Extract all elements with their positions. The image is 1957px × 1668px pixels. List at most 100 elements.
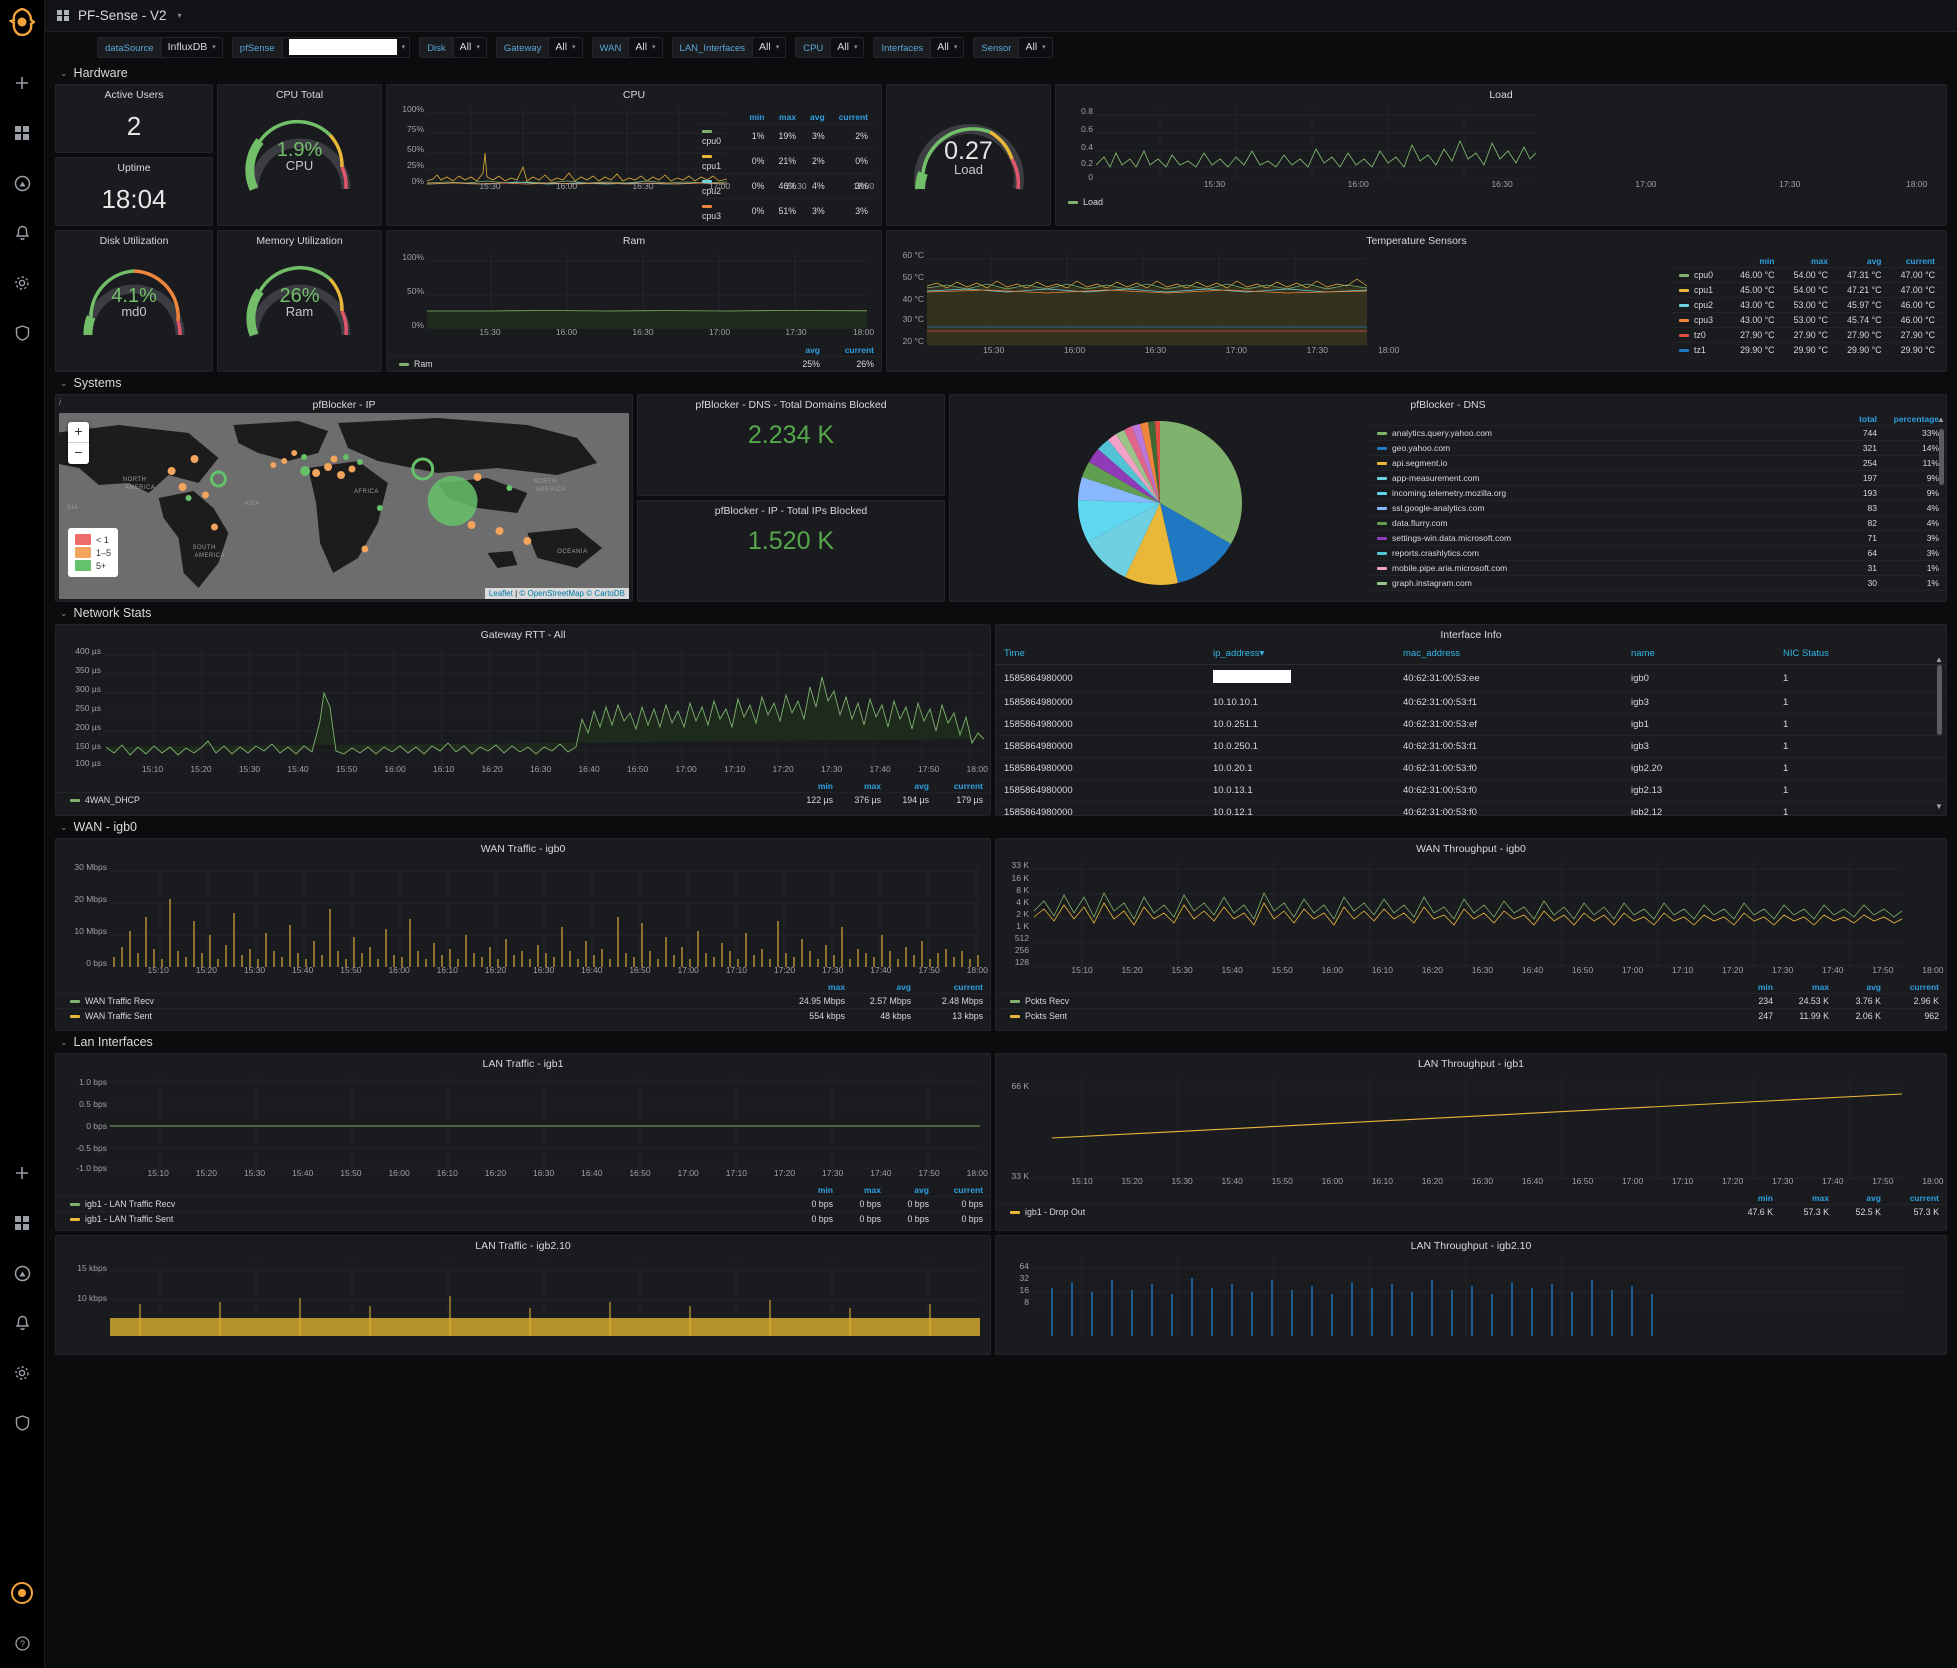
panel-memory-utilization[interactable]: Memory Utilization 26% Ram: [217, 230, 382, 372]
panel-load-gauge[interactable]: 0.27 Load: [886, 84, 1051, 226]
legend-row[interactable]: cpu3 0% 51% 3% 3%: [695, 198, 875, 224]
legend-header-percentage[interactable]: percentage: [1893, 414, 1939, 424]
legend-header[interactable]: min: [1757, 982, 1773, 992]
user-profile-icon[interactable]: [4, 1575, 40, 1611]
legend-row[interactable]: analytics.query.yahoo.com 744 33%: [1370, 425, 1946, 441]
row-header-lan-interfaces[interactable]: ⌄ Lan Interfaces: [55, 1031, 1947, 1053]
legend-row[interactable]: cpu0 46.00 °C 54.00 °C 47.31 °C 47.00 °C: [1672, 267, 1942, 283]
legend-header[interactable]: avg: [1866, 256, 1882, 266]
variable-value[interactable]: All ▾: [830, 36, 865, 58]
sidebar-item-alerting-bottom[interactable]: [4, 1305, 40, 1341]
variable-lan-interfaces[interactable]: LAN_Interfaces All ▾: [671, 36, 787, 58]
legend-header[interactable]: min: [817, 1185, 833, 1195]
table-row[interactable]: 1585864980000 10.10.10.1 40:62:31:00:53:f1…: [996, 691, 1946, 714]
panel-lan-traffic-igb1[interactable]: LAN Traffic - igb1 1.0 bps 0.5 bps 0 bps…: [55, 1053, 991, 1231]
legend-header[interactable]: min: [1757, 1193, 1773, 1203]
panel-pfblocker-ip-total[interactable]: pfBlocker - IP - Total IPs Blocked 1.520…: [637, 500, 945, 602]
panel-lan-traffic-igb2-10[interactable]: LAN Traffic - igb2.10 15 kbps 10 kbps: [55, 1235, 991, 1355]
grafana-logo-icon[interactable]: [6, 6, 38, 38]
legend-row[interactable]: tz1 29.90 °C 29.90 °C 29.90 °C 29.90 °C: [1672, 342, 1942, 358]
sidebar-item-dashboards-bottom[interactable]: [4, 1205, 40, 1241]
legend-row[interactable]: cpu2 0% 46% 4% 3%: [695, 173, 875, 199]
legend-header[interactable]: current: [953, 781, 983, 791]
column-header-ip-address[interactable]: ip_address▾: [1205, 643, 1395, 665]
sidebar-item-create[interactable]: [4, 65, 40, 101]
load-legend[interactable]: Load: [1056, 193, 1946, 207]
page-title[interactable]: PF-Sense - V2: [78, 8, 167, 23]
legend-row[interactable]: Pckts Sent 247 11.99 K 2.06 K 962: [996, 1008, 1946, 1024]
variable-interfaces[interactable]: Interfaces All ▾: [873, 36, 965, 58]
legend-row[interactable]: ssl.google-analytics.com 83 4%: [1370, 500, 1946, 516]
legend-row[interactable]: WAN Traffic Recv 24.95 Mbps 2.57 Mbps 2.…: [56, 993, 990, 1009]
legend-row[interactable]: data.flurry.com 82 4%: [1370, 515, 1946, 531]
legend-header[interactable]: current: [953, 982, 983, 992]
legend-scrollbar[interactable]: ▲: [1937, 415, 1946, 589]
table-row[interactable]: 1585864980000 10.0.250.1 40:62:31:00:53:f1…: [996, 735, 1946, 758]
sidebar-item-explore-bottom[interactable]: [4, 1255, 40, 1291]
zoom-out-button[interactable]: −: [74, 444, 83, 460]
table-row[interactable]: 1585864980000 10.0.12.1 40:62:31:00:53:f0 i…: [996, 801, 1946, 815]
panel-gateway-rtt[interactable]: Gateway RTT - All 400 µs 350 µs 300 µs 2…: [55, 624, 991, 816]
variable-sensor[interactable]: Sensor All ▾: [973, 36, 1053, 58]
panel-interface-info[interactable]: Interface Info Time ip_address▾ mac_addr…: [995, 624, 1947, 816]
panel-temperature-sensors[interactable]: Temperature Sensors 60 °C 50 °C 40 °C 30…: [886, 230, 1947, 372]
variable-value[interactable]: ▾: [281, 36, 411, 58]
variable-wan[interactable]: WAN All ▾: [591, 36, 663, 58]
panel-cpu-graph[interactable]: CPU 100% 75% 50% 25% 0%: [386, 84, 882, 226]
cartodb-link[interactable]: © CartoDB: [586, 589, 625, 598]
panel-uptime[interactable]: Uptime 18:04: [55, 157, 213, 226]
legend-row[interactable]: settings-win.data.microsoft.com 71 3%: [1370, 530, 1946, 546]
variable-pfsense[interactable]: pfSense ▾: [231, 36, 411, 58]
legend-header[interactable]: avg: [1866, 982, 1881, 992]
panel-active-users[interactable]: Active Users 2: [55, 84, 213, 153]
legend-row[interactable]: graph.instagram.com 30 1%: [1370, 575, 1946, 591]
legend-row[interactable]: cpu1 45.00 °C 54.00 °C 47.21 °C 47.00 °C: [1672, 282, 1942, 298]
panel-wan-throughput-igb0[interactable]: WAN Throughput - igb0 33 K 16 K 8 K 4 K …: [995, 838, 1947, 1031]
legend-row[interactable]: geo.yahoo.com 321 14%: [1370, 440, 1946, 456]
legend-header[interactable]: current: [844, 345, 874, 355]
legend-header[interactable]: max: [1811, 982, 1829, 992]
legend-header[interactable]: current: [1909, 1193, 1939, 1203]
variable-value[interactable]: InfluxDB ▾: [160, 36, 223, 58]
panel-cpu-total[interactable]: CPU Total 1.9% CPU: [217, 84, 382, 226]
legend-header[interactable]: current: [1909, 982, 1939, 992]
legend-row[interactable]: igb1 - LAN Traffic Sent 0 bps 0 bps 0 bp…: [56, 1211, 990, 1227]
table-scrollbar[interactable]: ▲ ▼: [1935, 655, 1943, 811]
variable-value[interactable]: All ▾: [930, 36, 965, 58]
panel-pfblocker-ip-map[interactable]: i pfBlocker - IP: [55, 394, 633, 602]
legend-header[interactable]: min: [817, 781, 833, 791]
zoom-in-button[interactable]: +: [68, 422, 89, 443]
worldmap[interactable]: SIA NORTH AMERICA ASIA AFRICA SOUTH AMER…: [59, 413, 629, 599]
table-row[interactable]: 1585864980000 10.0.251.1 40:62:31:00:53:ef…: [996, 713, 1946, 736]
sidebar-item-alerting[interactable]: [4, 215, 40, 251]
legend-row[interactable]: m.yap.yahoo.com291%: [1370, 590, 1946, 594]
legend-row[interactable]: tz0 27.90 °C 27.90 °C 27.90 °C 27.90 °C: [1672, 327, 1942, 343]
legend-row[interactable]: app-measurement.com 197 9%: [1370, 470, 1946, 486]
sidebar-item-server-admin[interactable]: [4, 315, 40, 351]
variable-value[interactable]: All ▾: [752, 36, 787, 58]
legend-row[interactable]: igb1 - LAN Traffic Recv 0 bps 0 bps 0 bp…: [56, 1196, 990, 1212]
legend-header[interactable]: avg: [1866, 1193, 1881, 1203]
legend-row[interactable]: 4WAN_DHCP 122 µs 376 µs 194 µs 179 µs: [56, 792, 990, 808]
variable-value[interactable]: All ▾: [1018, 36, 1053, 58]
help-icon[interactable]: ?: [4, 1625, 40, 1661]
panel-pfblocker-dns-pie[interactable]: pfBlocker - DNS: [949, 394, 1947, 602]
osm-link[interactable]: © OpenStreetMap: [519, 589, 584, 598]
sidebar-item-shield-bottom[interactable]: [4, 1405, 40, 1441]
sidebar-item-dashboards[interactable]: [4, 115, 40, 151]
legend-header[interactable]: max: [1811, 1193, 1829, 1203]
panel-ram-graph[interactable]: Ram 100% 50% 0%: [386, 230, 882, 372]
sidebar-item-configuration-bottom[interactable]: [4, 1355, 40, 1391]
legend-header[interactable]: avg: [810, 112, 825, 122]
row-header-hardware[interactable]: ⌄ Hardware: [55, 62, 1947, 84]
column-header-nic-status[interactable]: NIC Status: [1775, 643, 1946, 665]
legend-row[interactable]: Pckts Recv 234 24.53 K 3.76 K 2.96 K: [996, 993, 1946, 1009]
variable-cpu[interactable]: CPU All ▾: [795, 36, 865, 58]
legend-row[interactable]: cpu3 43.00 °C 53.00 °C 45.74 °C 46.00 °C: [1672, 312, 1942, 328]
panel-pfblocker-dns-total[interactable]: pfBlocker - DNS - Total Domains Blocked …: [637, 394, 945, 496]
legend-header[interactable]: avg: [896, 982, 911, 992]
sidebar-item-create-bottom[interactable]: [4, 1155, 40, 1191]
legend-row[interactable]: cpu2 43.00 °C 53.00 °C 45.97 °C 46.00 °C: [1672, 297, 1942, 313]
chevron-down-icon[interactable]: ▾: [177, 11, 182, 20]
panel-lan-throughput-igb1[interactable]: LAN Throughput - igb1 66 K 33 K: [995, 1053, 1947, 1231]
